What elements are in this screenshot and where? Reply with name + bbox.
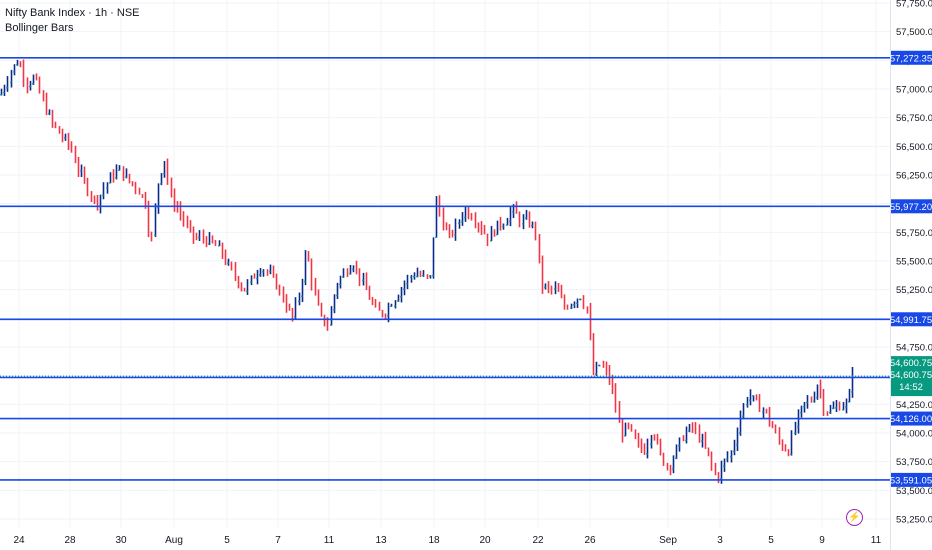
- x-tick-label: 24: [13, 535, 25, 546]
- level-badge: [891, 411, 932, 426]
- last-price-badge: [891, 356, 932, 397]
- level-badge: [891, 312, 932, 327]
- x-tick-label: 18: [428, 535, 440, 546]
- symbol-title[interactable]: Nifty Bank Index · 1h · NSE: [5, 7, 140, 19]
- last-price-label: 54,600.75: [890, 358, 932, 369]
- level-badge-label: 57,272.35: [890, 53, 932, 64]
- time-axis: 24 28 30 Aug 5 7 11 13 18 20 22 26 Sep 3 5 9 11: [13, 535, 881, 546]
- y-tick-label: 57,000.00: [896, 85, 932, 96]
- y-tick-label: 55,500.00: [896, 257, 932, 268]
- x-tick-label: 7: [275, 535, 281, 546]
- x-tick-label: 13: [375, 535, 387, 546]
- chart-legend: Nifty Bank Index · 1h · NSE Bollinger Ba…: [5, 6, 140, 36]
- price-bars: [0, 59, 854, 484]
- y-tick-label: 53,500.00: [896, 486, 932, 497]
- horizontal-levels: [0, 56, 890, 481]
- level-badge: [891, 50, 932, 65]
- level-badge: [891, 472, 932, 487]
- x-tick-label: Aug: [165, 535, 183, 546]
- x-tick-label: 9: [819, 535, 825, 546]
- x-tick-label: 28: [64, 535, 76, 546]
- x-tick-label: Sep: [659, 535, 677, 546]
- price-axis: 57,750.0057,500.0057,250.0057,000.0056,7…: [896, 0, 932, 526]
- level-badge-label: 53,591.05: [890, 475, 932, 486]
- chart-grid: [0, 0, 890, 529]
- countdown-label: 14:52: [899, 382, 923, 393]
- x-tick-label: 26: [584, 535, 596, 546]
- level-badge-label: 55,977.20: [890, 202, 932, 213]
- y-tick-label: 54,250.00: [896, 400, 932, 411]
- y-tick-label: 56,250.00: [896, 171, 932, 182]
- x-tick-label: 5: [768, 535, 774, 546]
- indicator-label[interactable]: Bollinger Bars: [5, 22, 74, 34]
- y-tick-label: 55,750.00: [896, 228, 932, 239]
- last-price-label: 54,600.75: [890, 370, 932, 381]
- x-tick-label: 22: [532, 535, 544, 546]
- y-tick-label: 54,000.00: [896, 429, 932, 440]
- lightning-icon[interactable]: ⚡: [846, 509, 863, 526]
- x-tick-label: 5: [224, 535, 230, 546]
- y-tick-label: 56,500.00: [896, 142, 932, 153]
- level-badge: [891, 199, 932, 214]
- y-tick-label: 55,250.00: [896, 285, 932, 296]
- y-tick-label: 57,500.00: [896, 27, 932, 38]
- y-tick-label: 53,750.00: [896, 457, 932, 468]
- x-tick-label: 3: [717, 535, 723, 546]
- x-tick-label: 30: [115, 535, 127, 546]
- x-tick-label: 11: [871, 535, 882, 546]
- x-tick-label: 20: [479, 535, 491, 546]
- y-tick-label: 57,750.00: [896, 0, 932, 10]
- y-tick-label: 54,750.00: [896, 343, 932, 354]
- price-axis-badges: 57,272.3555,977.2054,991.7554,484.9554,1…: [890, 50, 932, 487]
- y-tick-label: 53,250.00: [896, 515, 932, 526]
- level-badge-label: 54,991.75: [890, 315, 932, 326]
- y-tick-label: 56,750.00: [896, 113, 932, 124]
- x-tick-label: 11: [324, 535, 335, 546]
- level-badge-label: 54,126.00: [890, 414, 932, 425]
